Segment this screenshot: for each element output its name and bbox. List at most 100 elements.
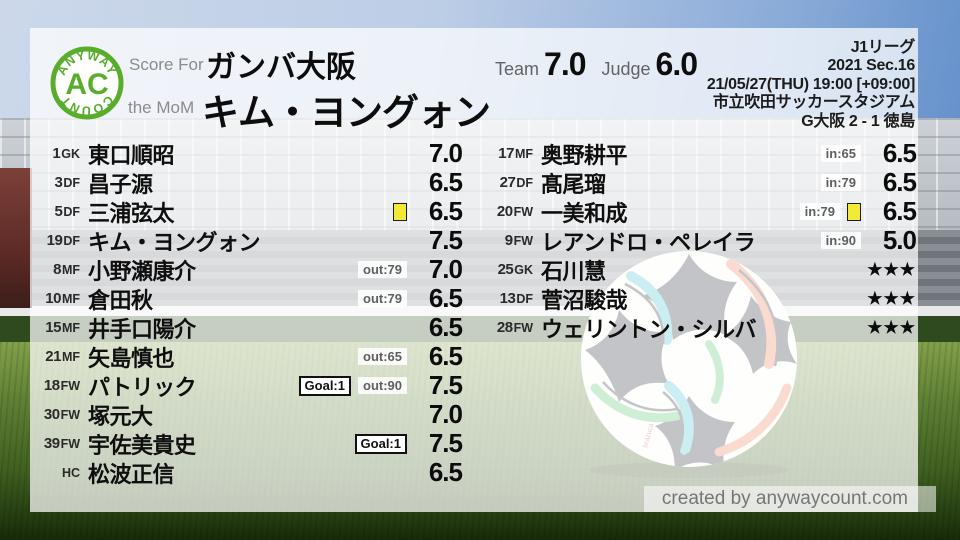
player-row: 20 FW 一美和成 in:79 6.5 — [488, 196, 917, 226]
substitution-badge: in:65 — [820, 145, 861, 162]
player-position: DF — [516, 176, 533, 190]
player-rating-group: 7.0 — [414, 138, 463, 169]
player-position: FW — [60, 437, 80, 451]
player-rating-group: out:79 6.5 — [358, 283, 463, 314]
score-for-label: Score For — [129, 55, 204, 74]
player-name: 石川慧 — [541, 258, 606, 284]
player-rating-group: 6.5 — [414, 167, 463, 198]
player-number: 39 — [43, 435, 60, 452]
player-number-position: 39 FW — [38, 435, 80, 452]
player-number-position: 20 FW — [488, 203, 533, 220]
league-name: J1リーグ — [850, 39, 916, 56]
player-row: 21 MF 矢島慎也 out:65 6.5 — [38, 341, 463, 371]
player-number: 9 — [504, 232, 513, 249]
player-number-position: 9 FW — [488, 232, 533, 249]
player-number-position: 13 DF — [488, 290, 533, 307]
player-position: FW — [513, 321, 533, 335]
player-name: 髙尾瑠 — [541, 171, 606, 197]
player-number: 17 — [498, 145, 514, 162]
player-rating: 7.0 — [428, 254, 463, 284]
player-row: 19 DF キム・ヨングォン 7.5 — [38, 225, 463, 255]
substitution-badge: out:79 — [358, 290, 407, 307]
player-row: 30 FW 塚元大 7.0 — [38, 399, 463, 430]
team-judge-scores: Team 7.0 Judge 6.0 — [495, 46, 698, 83]
player-name: パトリック — [88, 374, 197, 400]
white-overlay-panel — [30, 28, 918, 512]
player-position: FW — [513, 234, 533, 248]
player-number-position: 1 GK — [38, 145, 80, 162]
player-row: 5 DF 三浦弦太 6.5 — [38, 196, 463, 227]
player-name: 松波正信 — [88, 461, 175, 487]
player-number-position: 25 GK — [488, 261, 533, 278]
mom-name: キム・ヨングォン — [202, 92, 491, 133]
player-rating: 7.5 — [428, 225, 463, 255]
player-number-position: 15 MF — [38, 319, 80, 336]
player-number-position: 18 FW — [38, 377, 80, 394]
player-row: 18 FW パトリック Goal:1 out:90 7.5 — [38, 370, 463, 400]
yellow-card-icon — [847, 202, 861, 221]
player-rating: 6.5 — [428, 457, 463, 487]
player-rating: 6.5 — [882, 196, 917, 226]
anywaycount-logo: ANYWAY COUNT AC — [50, 46, 124, 120]
player-number-position: 21 MF — [38, 348, 80, 365]
player-rating: 7.0 — [428, 399, 463, 429]
player-number: 18 — [43, 377, 60, 394]
player-position: MF — [61, 292, 80, 306]
player-name: 東口順昭 — [88, 142, 175, 168]
match-result: G大阪 2 - 1 徳島 — [801, 112, 915, 130]
player-number-position: 10 MF — [38, 290, 80, 307]
player-rating: 7.0 — [428, 138, 463, 168]
player-row: 27 DF 髙尾瑠 in:79 6.5 — [488, 167, 917, 197]
player-rating: ★★★ — [867, 317, 916, 337]
match-datetime: 21/05/27(THU) 19:00 [+09:00] — [706, 75, 915, 93]
player-position: DF — [516, 292, 533, 306]
player-name: 矢島慎也 — [88, 345, 175, 371]
season-section: 2021 Sec.16 — [827, 57, 916, 75]
player-rating-group: ★★★ — [864, 318, 916, 338]
substitution-badge: in:79 — [820, 174, 861, 191]
player-row: 13 DF 菅沼駿哉 ★★★ — [488, 284, 916, 313]
player-number-position: HC — [38, 466, 80, 480]
team-score-label: Team — [495, 59, 540, 79]
player-name: 井手口陽介 — [88, 316, 196, 342]
player-rating: 6.5 — [428, 167, 463, 197]
player-rating-group: in:90 5.0 — [820, 225, 917, 256]
player-rating-group: 7.0 — [414, 399, 463, 430]
player-rating: ★★★ — [867, 259, 916, 279]
credit-band — [644, 486, 936, 512]
player-number: 28 — [496, 319, 513, 336]
player-row: 3 DF 昌子源 6.5 — [38, 167, 463, 198]
player-number: 13 — [499, 290, 516, 307]
player-number-position: 17 MF — [488, 145, 533, 162]
player-row: 10 MF 倉田秋 out:79 6.5 — [38, 283, 463, 314]
player-rating-group: ★★★ — [864, 260, 916, 280]
player-rating: ★★★ — [867, 288, 916, 308]
player-rating-group: 6.5 — [393, 196, 463, 227]
player-rating: 6.5 — [428, 312, 463, 342]
player-row: HC 松波正信 6.5 — [38, 457, 463, 487]
substitute-players-column: 17 MF 奥野耕平 in:65 6.5 27 DF 髙尾瑠 in:79 6.5… — [488, 138, 917, 342]
player-row: 15 MF 井手口陽介 6.5 — [38, 312, 463, 342]
player-number: 15 — [45, 319, 61, 336]
player-position: DF — [63, 234, 80, 248]
player-rating: 5.0 — [882, 225, 917, 255]
player-row: 39 FW 宇佐美貴史 Goal:1 7.5 — [38, 428, 463, 459]
player-rating: 7.5 — [428, 428, 463, 458]
yellow-card-icon — [393, 202, 407, 221]
player-rating-group: in:65 6.5 — [820, 138, 917, 169]
player-number-position: 27 DF — [488, 174, 533, 191]
player-position: FW — [60, 379, 80, 393]
player-number-position: 3 DF — [38, 174, 80, 191]
player-rating-group: Goal:1 7.5 — [354, 428, 463, 459]
substitution-badge: out:79 — [358, 261, 407, 278]
player-rating: 6.5 — [428, 283, 463, 313]
player-number-position: 19 DF — [38, 232, 80, 249]
player-name: 三浦弦太 — [88, 200, 175, 226]
player-position: MF — [61, 263, 80, 277]
player-position: DF — [63, 205, 80, 219]
player-rating: 6.5 — [428, 196, 463, 226]
goal-badge: Goal:1 — [354, 433, 407, 454]
player-name: 宇佐美貴史 — [88, 432, 196, 458]
